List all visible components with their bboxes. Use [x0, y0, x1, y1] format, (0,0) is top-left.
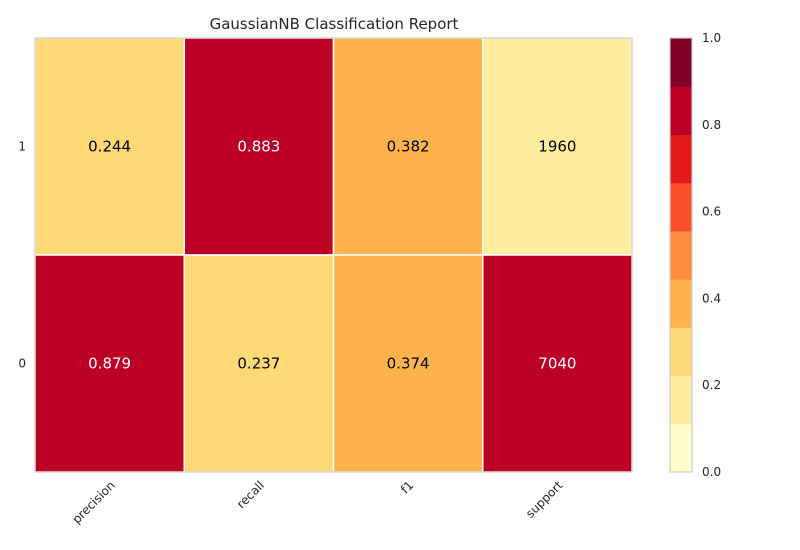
- x-tick-label: support: [523, 478, 566, 521]
- heatmap-cell: [183, 254, 335, 473]
- colorbar-segment: [670, 86, 692, 135]
- heatmap-cell: [34, 254, 185, 473]
- y-tick-label: 1: [18, 140, 26, 154]
- colorbar-tick-label: 1.0: [702, 31, 721, 45]
- cell-value-label: 0.374: [387, 355, 430, 373]
- y-axis-ticks: 10: [18, 140, 26, 371]
- colorbar-segment: [670, 230, 692, 280]
- heatmap-cell: [183, 37, 335, 256]
- x-tick-label: precision: [70, 478, 118, 526]
- colorbar-tick-label: 0.6: [702, 205, 721, 219]
- colorbar-segment: [670, 375, 692, 425]
- heatmap-cell: [482, 254, 633, 473]
- cell-value-label: 0.879: [88, 355, 131, 373]
- cell-value-label: 0.237: [237, 355, 280, 373]
- cell-value-label: 1960: [538, 138, 576, 156]
- colorbar-tick-label: 0.4: [702, 291, 721, 305]
- colorbar-tick-label: 0.0: [702, 465, 721, 479]
- y-tick-label: 0: [18, 357, 26, 371]
- heatmap-cell: [34, 37, 185, 256]
- x-tick-label: f1: [398, 478, 416, 496]
- colorbar-segment: [670, 134, 692, 184]
- colorbar-segment: [670, 279, 692, 328]
- colorbar-border: [669, 37, 693, 473]
- colorbar-segment: [670, 327, 692, 377]
- x-tick-label: recall: [234, 478, 267, 511]
- cell-value-label: 0.244: [88, 138, 131, 156]
- heatmap-cells: 0.244 0.883 0.382 1960 0.879 0.237 0.374 7040: [34, 37, 633, 473]
- colorbar-tick-label: 0.2: [702, 378, 721, 392]
- colorbar-segment: [670, 182, 692, 232]
- heatmap-border: [34, 37, 633, 473]
- colorbar-tick-label: 0.8: [702, 118, 721, 132]
- colorbar-segment: [670, 38, 692, 87]
- colorbar-segment: [670, 423, 692, 473]
- cell-value-label: 7040: [538, 355, 576, 373]
- heatmap-cell: [482, 37, 633, 256]
- cell-value-label: 0.382: [387, 138, 430, 156]
- chart-title: GaussianNB Classification Report: [210, 15, 459, 33]
- x-axis-ticks: precision recall f1 support: [70, 478, 566, 526]
- colorbar: 0.0 0.2 0.4 0.6 0.8 1.0: [669, 31, 721, 479]
- cell-value-label: 0.883: [237, 138, 280, 156]
